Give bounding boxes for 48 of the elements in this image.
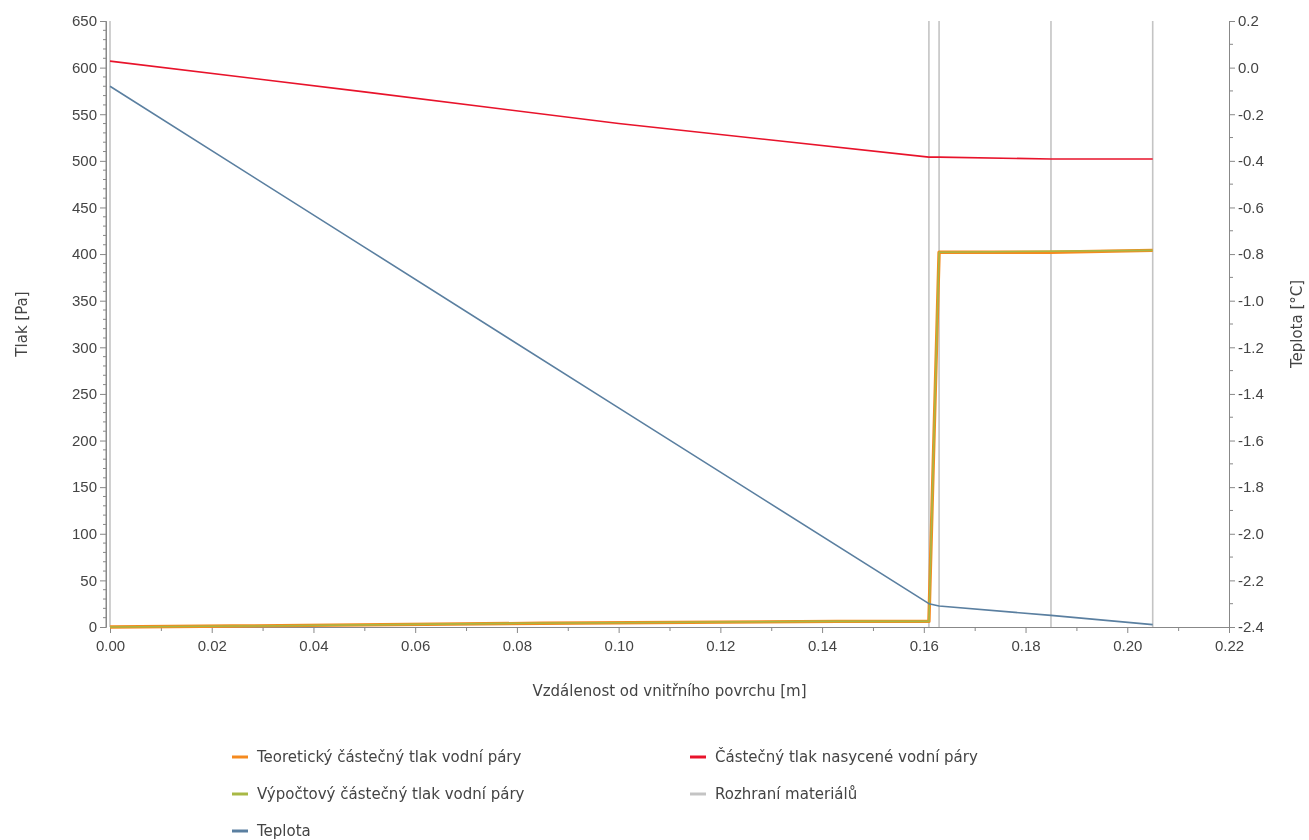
y-tick-label: 150: [71, 478, 97, 496]
x-tick-label: 0.16: [909, 637, 939, 654]
x-tick-label: 0.18: [1011, 637, 1041, 654]
y-tick-label: 0: [88, 618, 97, 636]
x-tick-label: 0.20: [1113, 637, 1143, 654]
y2-tick-label: 0.2: [1238, 12, 1259, 30]
y2-tick-label: 0.0: [1238, 58, 1259, 76]
x-tick-label: 0.22: [1214, 637, 1245, 654]
y2-tick-label: -0.6: [1238, 198, 1264, 216]
legend-label: Teoretický částečný tlak vodní páry: [256, 748, 522, 766]
legend-label: Částečný tlak nasycené vodní páry: [715, 747, 978, 766]
y2-tick-label: -0.4: [1238, 152, 1264, 170]
y2-tick-label: -1.0: [1238, 291, 1264, 309]
legend-label: Rozhraní materiálů: [715, 785, 858, 803]
y2-tick-label: -2.2: [1238, 571, 1264, 589]
y-tick-label: 250: [71, 385, 97, 403]
legend-label: Výpočtový částečný tlak vodní páry: [257, 785, 525, 803]
y-tick-label: 650: [71, 12, 97, 30]
x-tick-label: 0.06: [401, 637, 431, 654]
y-tick-label: 450: [71, 198, 97, 216]
y-tick-label: 350: [71, 291, 97, 309]
y2-tick-label: -1.4: [1238, 385, 1264, 403]
y2-axis-title: Teplota [°C]: [1288, 279, 1306, 370]
x-tick-label: 0.02: [197, 637, 227, 654]
x-tick-label: 0.10: [604, 637, 634, 654]
y2-tick-label: -1.2: [1238, 338, 1264, 356]
y-tick-label: 50: [80, 571, 97, 589]
y-axis-title: Tlak [Pa]: [13, 291, 31, 358]
x-axis-title: Vzdálenost od vnitřního povrchu [m]: [532, 682, 807, 700]
x-tick-label: 0.14: [807, 637, 838, 654]
y2-tick-label: -0.8: [1238, 245, 1264, 263]
y-tick-label: 600: [71, 58, 97, 76]
x-tick-label: 0.12: [706, 637, 736, 654]
y2-tick-label: -0.2: [1238, 105, 1264, 123]
y-tick-label: 550: [71, 105, 97, 123]
x-tick-label: 0.04: [299, 637, 329, 654]
y2-tick-label: -1.8: [1238, 478, 1264, 496]
y-tick-label: 200: [71, 431, 97, 449]
y2-tick-label: -1.6: [1238, 431, 1264, 449]
y-tick-label: 300: [71, 338, 97, 356]
x-tick-label: 0.00: [95, 637, 126, 654]
x-tick-label: 0.08: [502, 637, 533, 654]
y-tick-label: 400: [71, 245, 97, 263]
y2-tick-label: -2.4: [1238, 618, 1264, 636]
legend-label: Teplota: [256, 822, 311, 840]
y2-tick-label: -2.0: [1238, 525, 1264, 543]
y-tick-label: 500: [71, 152, 97, 170]
y-tick-label: 100: [71, 525, 97, 543]
